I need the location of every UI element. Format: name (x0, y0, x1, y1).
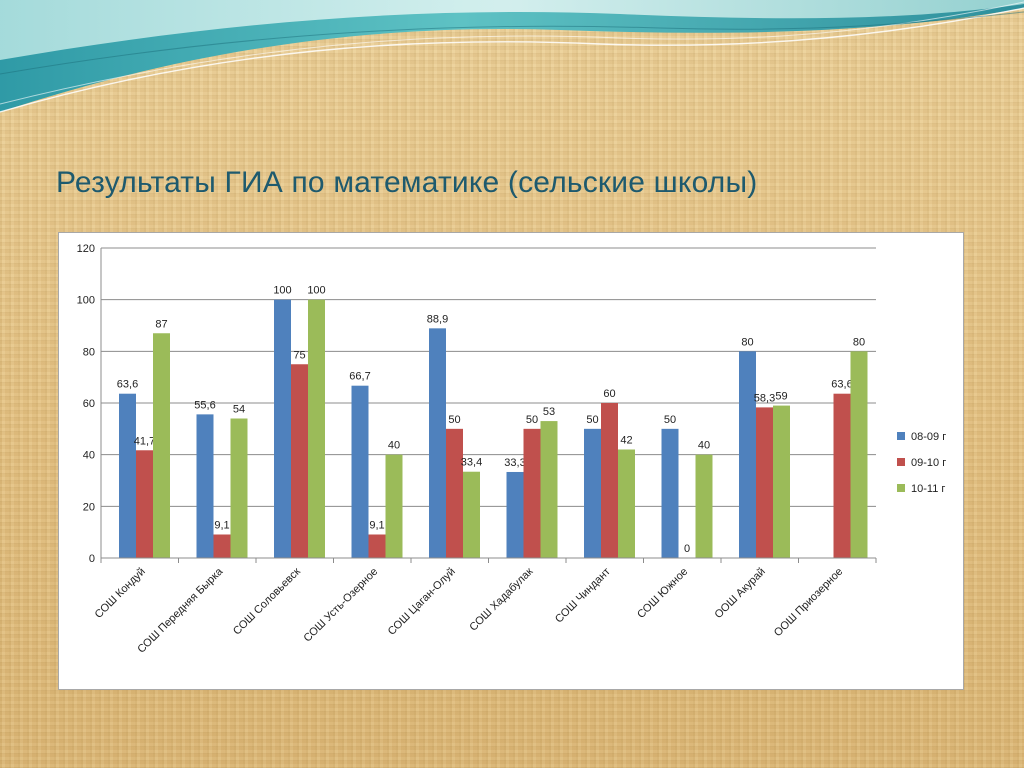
data-label: 42 (620, 435, 632, 447)
data-label: 50 (664, 414, 676, 426)
x-category-label: ООШ Акурай (713, 566, 768, 621)
bar (523, 428, 541, 558)
legend-swatch (897, 484, 905, 492)
data-label: 9,1 (214, 519, 229, 531)
data-label: 50 (586, 414, 598, 426)
data-label: 58,3 (754, 392, 775, 404)
data-label: 33,3 (504, 457, 525, 469)
x-category-label: СОШ Хадабулак (467, 566, 535, 634)
bar (739, 351, 756, 558)
y-tick-label: 40 (83, 450, 95, 462)
bar (661, 428, 679, 558)
decorative-waves (0, 0, 1024, 113)
data-label: 53 (543, 406, 555, 418)
x-category-label: СОШ Цаган-Олуй (386, 566, 458, 638)
bar (618, 449, 635, 558)
bar (136, 450, 153, 558)
data-label: 60 (603, 388, 615, 400)
x-category-label: СОШ Передняя Бырка (135, 565, 226, 656)
y-tick-label: 0 (89, 553, 95, 565)
data-label: 80 (741, 336, 753, 348)
slide-title: Результаты ГИА по математике (сельские ш… (56, 166, 758, 199)
data-label: 9,1 (369, 519, 384, 531)
bar (351, 385, 369, 558)
bar (584, 428, 601, 558)
x-category-label: СОШ Южное (635, 566, 690, 621)
legend-label: 08-09 г (911, 431, 946, 443)
data-label: 100 (273, 285, 291, 297)
data-label: 80 (853, 336, 865, 348)
data-label: 66,7 (349, 371, 370, 383)
y-tick-label: 80 (83, 346, 95, 358)
data-label: 63,6 (831, 379, 852, 391)
bar (153, 333, 170, 558)
bar (756, 407, 773, 558)
x-category-label: ООШ Приозерное (772, 566, 845, 639)
bar (213, 534, 231, 558)
bar (773, 405, 790, 558)
data-label: 40 (388, 440, 400, 452)
bar (446, 428, 463, 558)
bar (506, 471, 524, 558)
bar (695, 454, 713, 558)
bar (429, 328, 446, 558)
bar (540, 421, 558, 558)
bar-chart: 0 20 40 60 80 100 120 63,6 41,7 87 СОШ Кондуй 55,6 9… (77, 243, 947, 656)
y-tick-label: 100 (77, 295, 95, 307)
legend-label: 09-10 г (911, 457, 946, 469)
legend-swatch (897, 432, 905, 440)
bar (601, 403, 618, 558)
bar (230, 418, 248, 558)
bar (119, 393, 136, 558)
y-tick-label: 60 (83, 398, 95, 410)
x-category-label: СОШ Чиндант (553, 566, 613, 626)
y-tick-label: 120 (77, 243, 95, 255)
x-category-label: СОШ Кондуй (93, 566, 148, 621)
data-label: 41,7 (134, 435, 155, 447)
data-label: 33,4 (461, 457, 482, 469)
data-label: 87 (155, 318, 167, 330)
bar (274, 299, 291, 558)
data-label: 75 (293, 349, 305, 361)
data-label: 100 (307, 285, 325, 297)
data-label: 55,6 (194, 399, 215, 411)
data-label: 40 (698, 440, 710, 452)
y-tick-label: 20 (83, 501, 95, 513)
bar (308, 299, 325, 558)
legend-label: 10-11 г (911, 483, 945, 495)
bar (368, 534, 386, 558)
x-category-label: СОШ Усть-Озерное (301, 566, 380, 645)
bar (385, 454, 403, 558)
bar (196, 414, 214, 558)
bar (291, 364, 308, 558)
data-label: 59 (775, 391, 787, 403)
data-label: 0 (684, 543, 690, 555)
data-label: 88,9 (427, 313, 448, 325)
chart-panel: 0 20 40 60 80 100 120 63,6 41,7 87 СОШ Кондуй 55,6 9… (58, 232, 964, 690)
x-category-label: СОШ Соловьевск (231, 566, 303, 638)
bar (850, 351, 868, 558)
data-label: 63,6 (117, 379, 138, 391)
bar (463, 471, 480, 558)
data-label: 54 (233, 404, 245, 416)
legend: 08-09 г 09-10 г 10-11 г (897, 431, 946, 495)
data-label: 50 (448, 414, 460, 426)
data-label: 50 (526, 414, 538, 426)
legend-swatch (897, 458, 905, 466)
bar (833, 393, 851, 558)
